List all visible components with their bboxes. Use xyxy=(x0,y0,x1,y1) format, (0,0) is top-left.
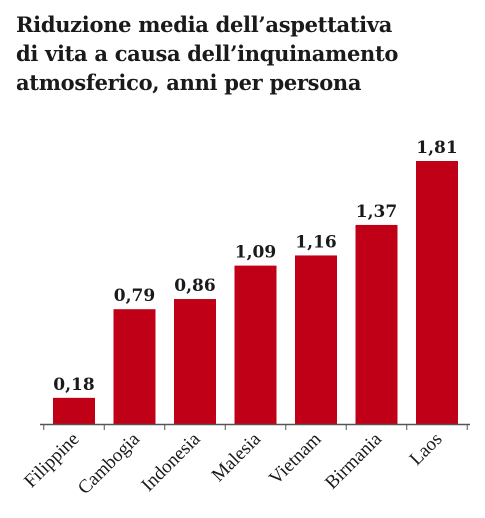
category-label: Malesia xyxy=(208,428,266,486)
value-label: 1,09 xyxy=(235,243,276,263)
value-label: 0,79 xyxy=(114,286,155,306)
bar-laos xyxy=(416,161,458,424)
value-label: 1,16 xyxy=(295,232,336,252)
bar-vietnam xyxy=(295,255,337,424)
value-label: 0,86 xyxy=(174,276,215,296)
category-label: Cambogia xyxy=(74,428,144,498)
bar-malesia xyxy=(234,265,277,424)
category-label: Indonesia xyxy=(137,428,204,495)
chart-title-line-2: di vita a causa dell’inquinamento xyxy=(16,41,399,66)
value-label: 1,37 xyxy=(356,202,397,222)
category-label: Birmania xyxy=(321,428,386,493)
value-label: 0,18 xyxy=(53,375,94,395)
bar-birmania xyxy=(355,224,398,424)
category-label: Laos xyxy=(406,429,447,470)
chart-title-line-1: Riduzione media dell’aspettativa xyxy=(16,12,393,37)
bar-indonesia xyxy=(174,299,216,424)
chart-title: Riduzione media dell’aspettativa di vita… xyxy=(16,10,476,97)
bar-cambogia xyxy=(113,309,156,424)
category-label: Vietnam xyxy=(265,429,325,489)
chart-title-line-3: atmosferico, anni per persona xyxy=(16,70,362,95)
value-label: 1,81 xyxy=(416,138,457,158)
bar-filippine xyxy=(53,397,95,424)
